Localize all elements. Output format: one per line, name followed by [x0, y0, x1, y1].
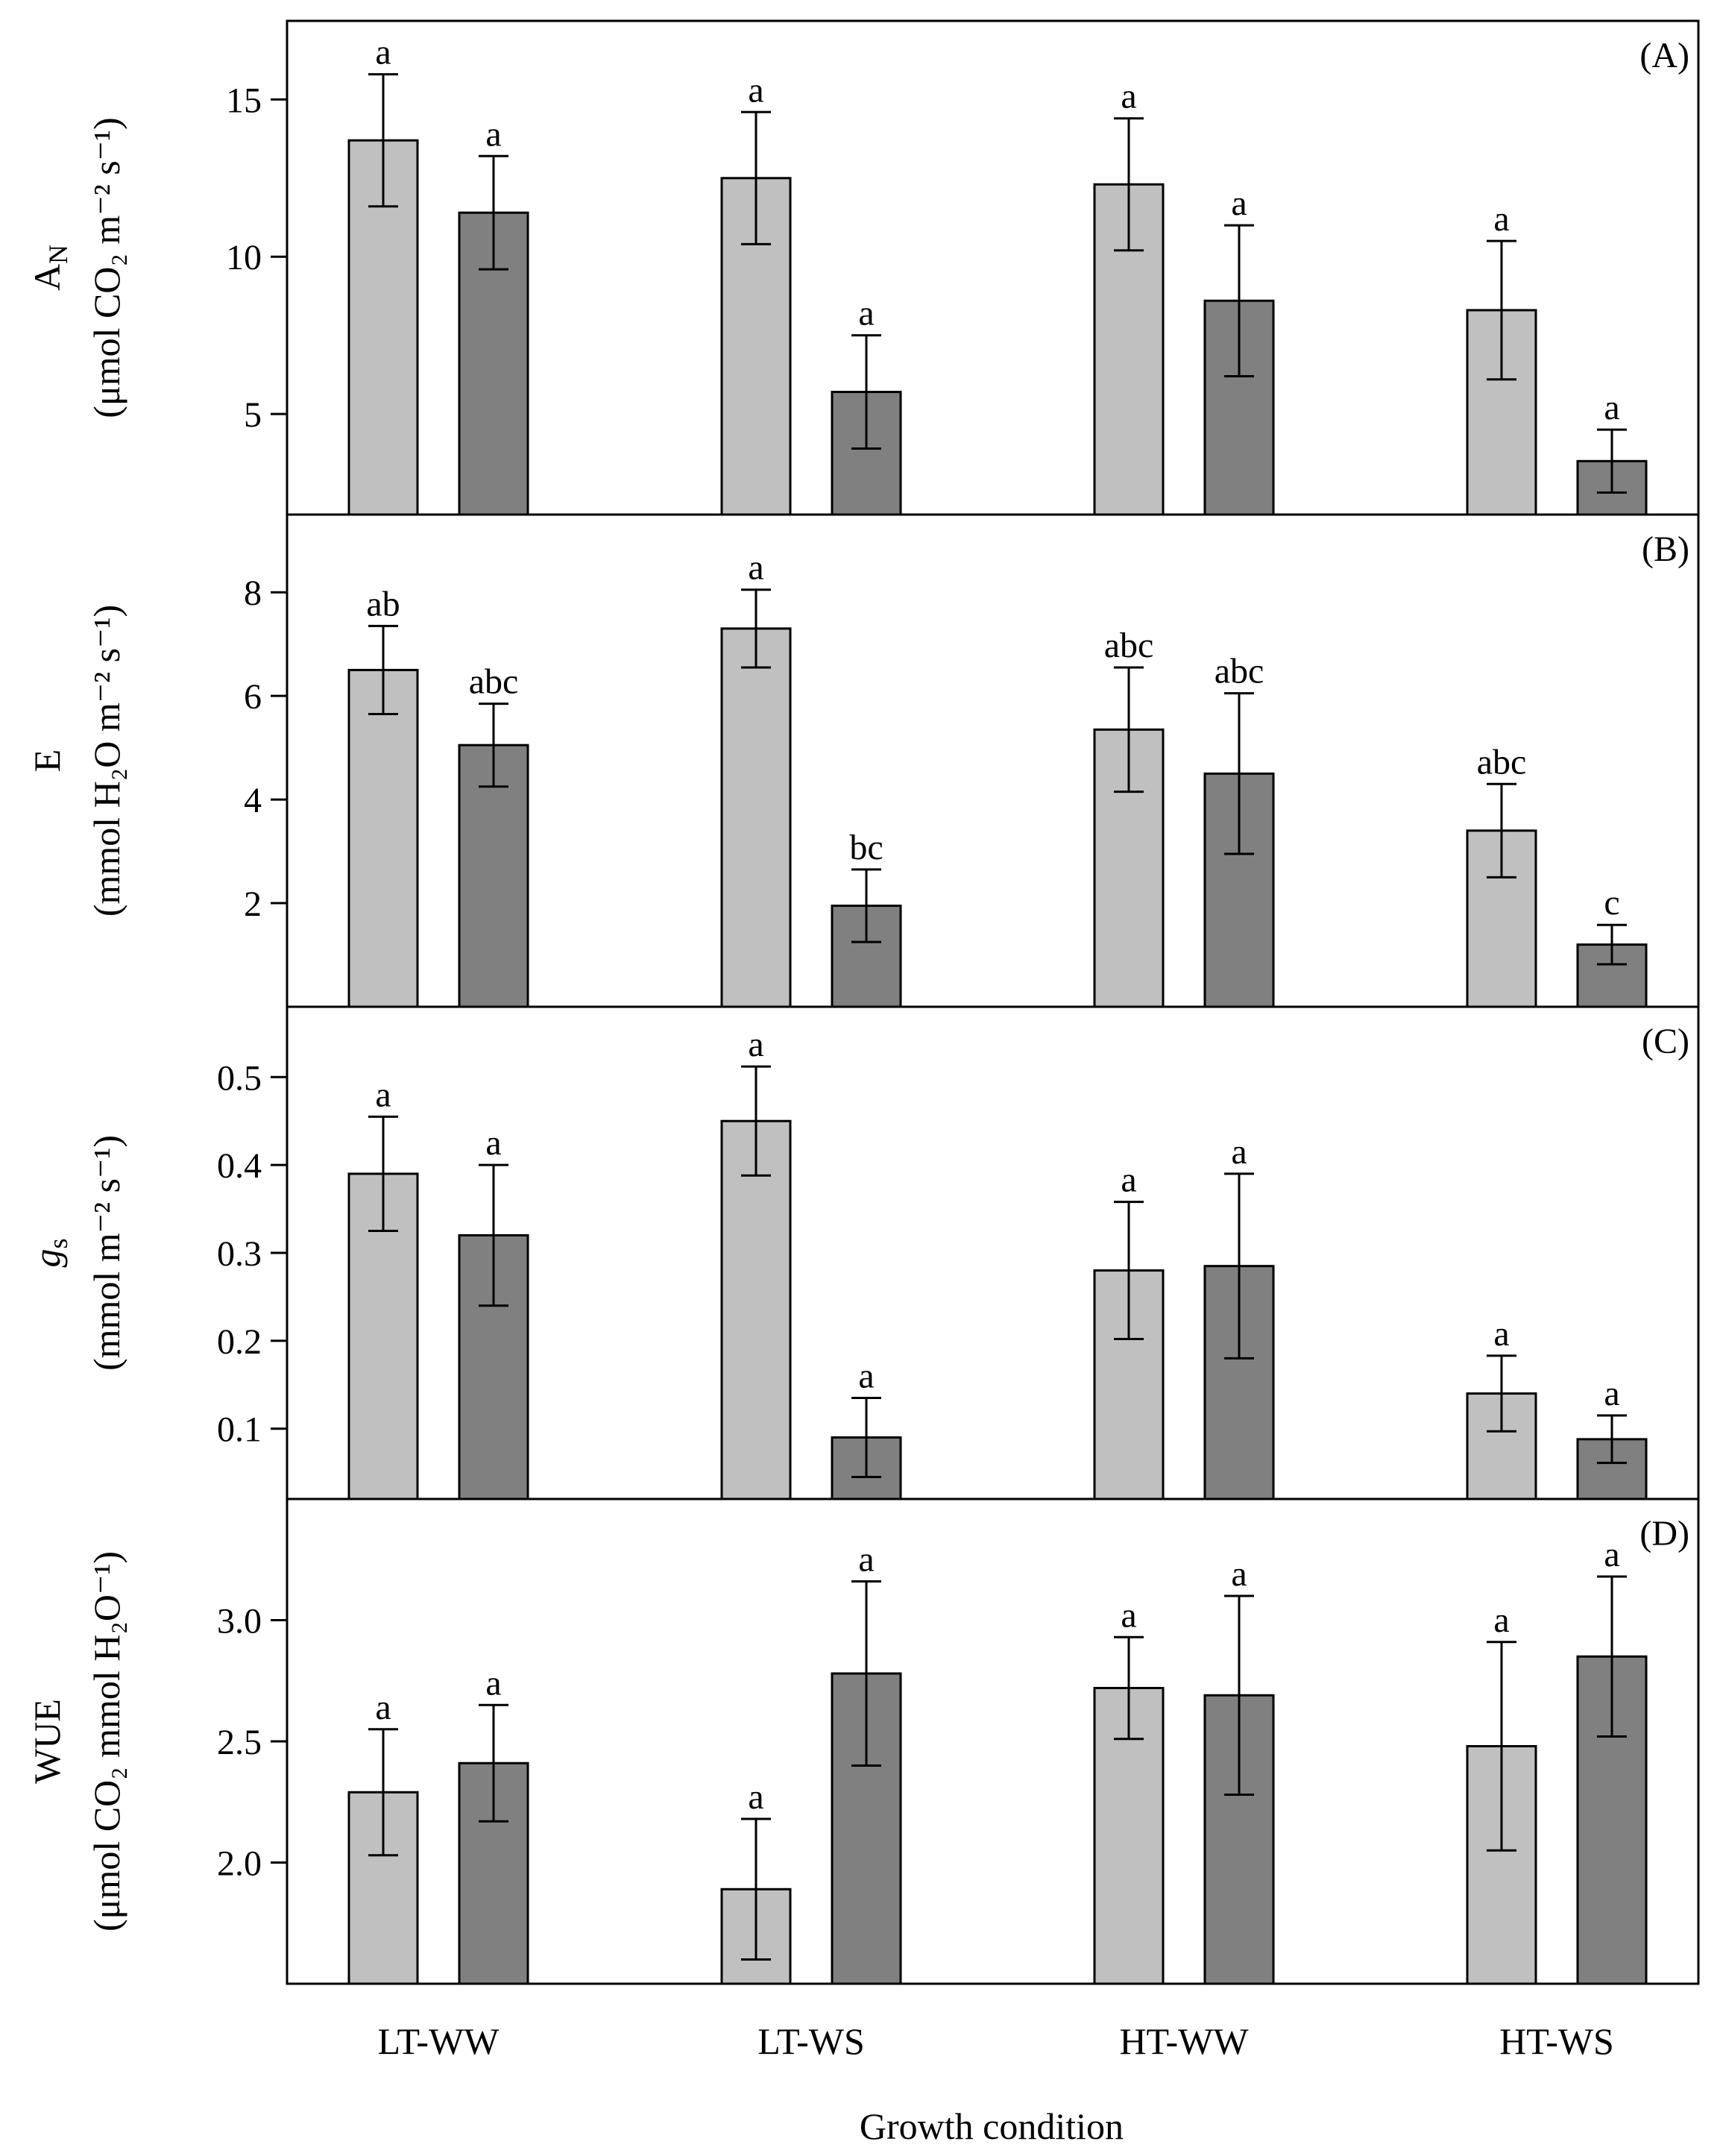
significance-letter: a	[1231, 183, 1247, 223]
category-labels: LT-WW LT-WS HT-WW HT-WS	[378, 2020, 1614, 2062]
y-tick-label: 0.2	[217, 1322, 262, 1362]
significance-letter: a	[1121, 1160, 1136, 1200]
y-axis-title: AN	[26, 245, 73, 291]
significance-letter: a	[1604, 1374, 1619, 1413]
bar	[720, 1119, 792, 1500]
y-axis-title: gs	[26, 1238, 73, 1267]
y-axis-units: (μmol CO₂ mmol H₂O⁻¹)	[86, 1551, 127, 1932]
panel-2: ab a abc abc abc bc abc c 2 4 6 8 (B) E (mmol H₂O m⁻² …	[26, 513, 1700, 1008]
y-tick-label: 0.3	[217, 1234, 262, 1274]
significance-letter: a	[375, 1075, 391, 1114]
significance-letter: a	[748, 1777, 763, 1817]
significance-letter: a	[748, 70, 763, 110]
bar	[347, 668, 419, 1008]
significance-letter: a	[1493, 1314, 1509, 1354]
significance-letter: a	[1121, 77, 1136, 116]
significance-letter: a	[858, 1540, 874, 1580]
y-axis-units: (mmol H₂O m⁻² s⁻¹)	[86, 605, 127, 917]
panel-label: (B)	[1642, 529, 1689, 569]
significance-letter: a	[1121, 1595, 1136, 1635]
significance-letter: a	[748, 548, 763, 588]
x-axis-title: Growth condition	[860, 2105, 1124, 2147]
significance-letter: abc	[1104, 626, 1154, 665]
significance-letter: a	[1493, 1600, 1509, 1640]
y-tick-label: 5	[244, 395, 262, 435]
y-tick-label: 0.5	[217, 1058, 262, 1098]
panel-4: a a a a a a a a 2.0 2.5 3.0 (D) WUE (μmol CO₂ mmol H₂…	[26, 1497, 1700, 1985]
significance-letter: abc	[469, 662, 519, 702]
significance-letter: a	[858, 1356, 874, 1395]
significance-letter: a	[485, 1663, 501, 1703]
x-category-label: HT-WS	[1499, 2020, 1614, 2062]
significance-letter: abc	[1215, 652, 1264, 691]
y-axis-units: (mmol m⁻² s⁻¹)	[86, 1135, 127, 1371]
y-tick-label: 8	[244, 573, 262, 613]
y-tick-label: 10	[226, 238, 262, 277]
significance-letter: a	[375, 33, 391, 72]
panel-label: (C)	[1642, 1022, 1689, 1061]
significance-letter: a	[748, 1025, 763, 1064]
panel-3: a a a a a a a a 0.1 0.2 0.3 0.4 0.5 (C) gs (mmol m⁻² s⁻…	[26, 1005, 1700, 1500]
panel-1: a a a a a a a a 5 10 15 (A) AN (μmol CO₂ m⁻² s⁻¹)	[26, 19, 1700, 516]
significance-letter: abc	[1477, 742, 1527, 782]
x-category-label: LT-WS	[757, 2020, 865, 2062]
significance-letter: c	[1604, 883, 1619, 923]
y-axis-title: E	[26, 749, 68, 773]
significance-letter: a	[1231, 1554, 1247, 1594]
y-tick-label: 2.5	[217, 1723, 262, 1762]
significance-letter: a	[1604, 1535, 1619, 1574]
significance-letter: a	[485, 1123, 501, 1163]
y-tick-label: 6	[244, 677, 262, 717]
y-tick-label: 15	[226, 81, 262, 120]
significance-letter: bc	[849, 828, 883, 867]
panel-label: (D)	[1639, 1514, 1689, 1553]
panel-label: (A)	[1639, 36, 1689, 75]
y-tick-label: 3.0	[217, 1602, 262, 1641]
y-tick-label: 2	[244, 884, 262, 924]
y-tick-label: 4	[244, 781, 262, 820]
x-category-label: HT-WW	[1119, 2020, 1249, 2062]
y-tick-label: 2.0	[217, 1844, 262, 1884]
significance-letter: a	[375, 1688, 391, 1727]
significance-letter: a	[485, 114, 501, 154]
significance-letter: a	[1604, 388, 1619, 427]
significance-letter: ab	[366, 584, 400, 623]
bar	[1203, 1265, 1275, 1500]
bar	[720, 627, 792, 1008]
y-axis-title: WUE	[26, 1699, 68, 1784]
significance-letter: a	[1493, 199, 1509, 239]
x-category-label: LT-WW	[378, 2020, 500, 2062]
significance-letter: a	[1231, 1132, 1247, 1172]
significance-letter: a	[858, 294, 874, 333]
y-tick-label: 0.1	[217, 1410, 262, 1450]
y-tick-label: 0.4	[217, 1146, 262, 1186]
y-axis-units: (μmol CO₂ m⁻² s⁻¹)	[86, 117, 127, 418]
